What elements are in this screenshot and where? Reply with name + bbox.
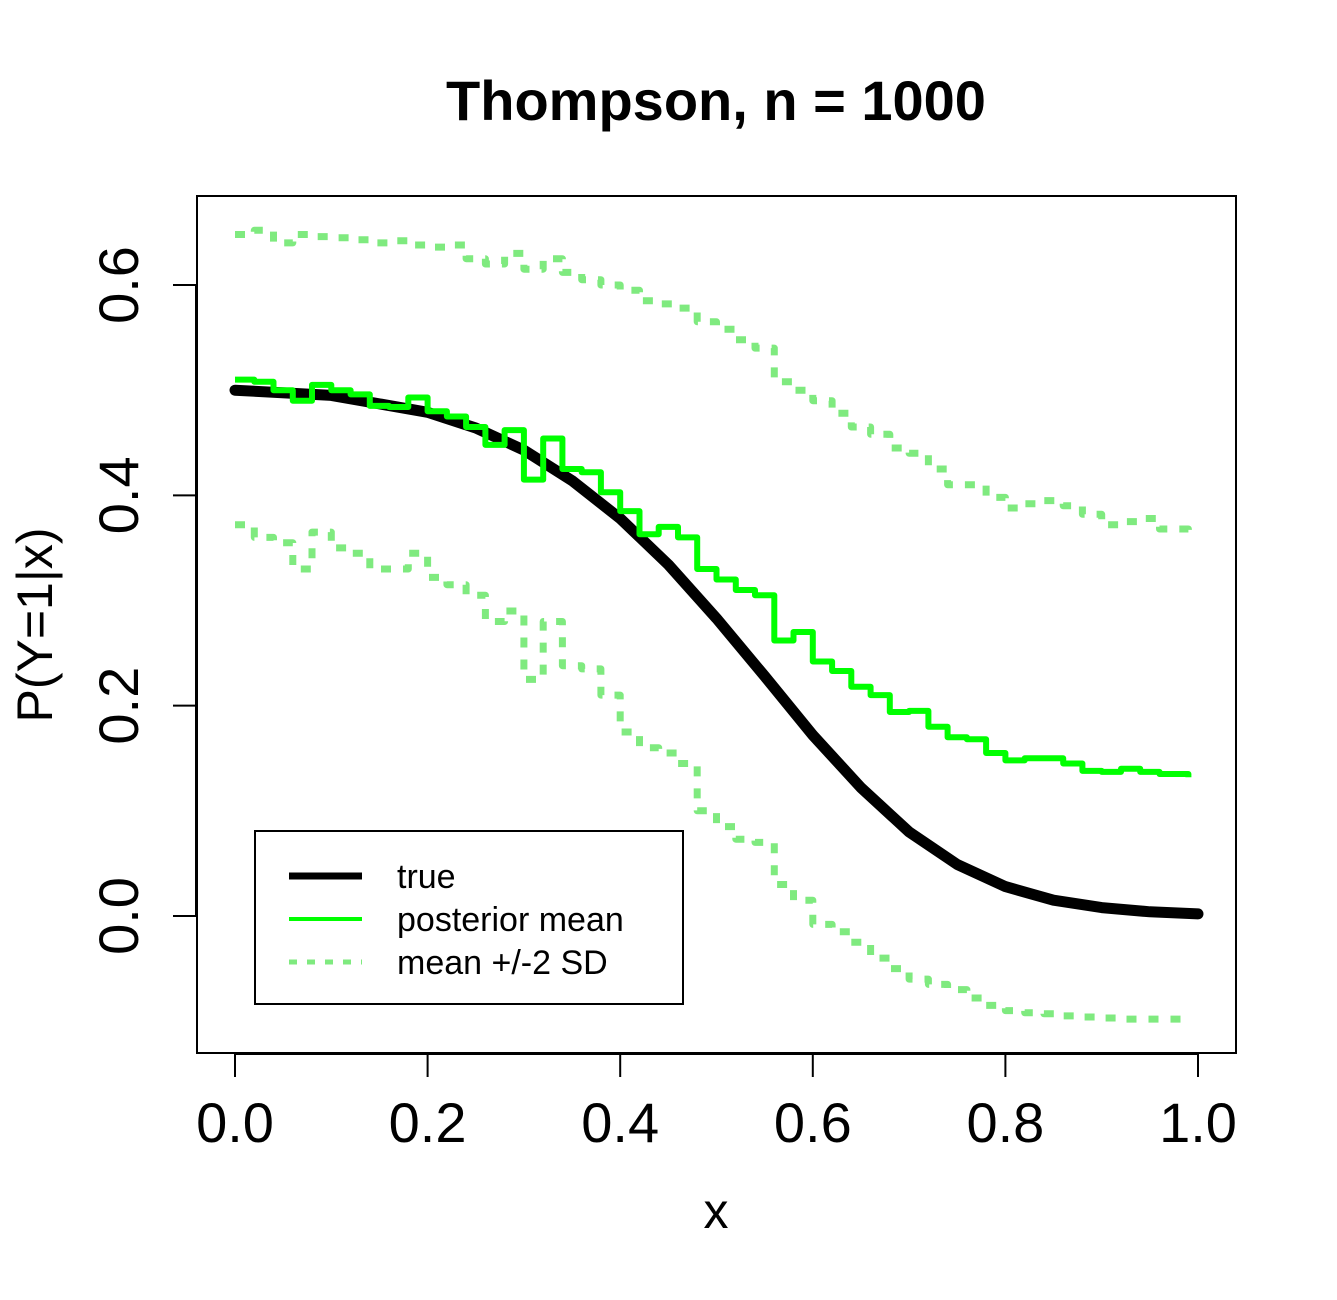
legend-posterior-mean-label: posterior mean [397,901,624,939]
y-axis: 0.0 0.2 0.4 0.6 [87,246,197,955]
chart-title: Thompson, n = 1000 [446,69,986,132]
x-tick-label: 0.8 [966,1091,1044,1154]
legend: true posterior mean mean +/-2 SD [254,830,684,1005]
x-tick-label: 0.4 [581,1091,659,1154]
y-tick-label: 0.0 [87,877,150,955]
legend-band-label: mean +/-2 SD [397,944,608,982]
y-tick-label: 0.2 [87,667,150,745]
series-posterior-mean [235,376,1192,778]
x-tick-label: 0.2 [389,1091,467,1154]
y-tick-label: 0.6 [87,246,150,324]
y-axis-label: P(Y=1|x) [7,528,63,723]
x-tick-label: 0.0 [196,1091,274,1154]
x-axis-label: x [704,1183,729,1239]
legend-true-label: true [397,858,456,896]
series-band-lower [235,521,1189,1023]
x-axis: 0.0 0.2 0.4 0.6 0.8 1.0 [196,1053,1237,1154]
y-tick-label: 0.4 [87,456,150,534]
x-tick-label: 0.6 [774,1091,852,1154]
x-tick-label: 1.0 [1159,1091,1237,1154]
